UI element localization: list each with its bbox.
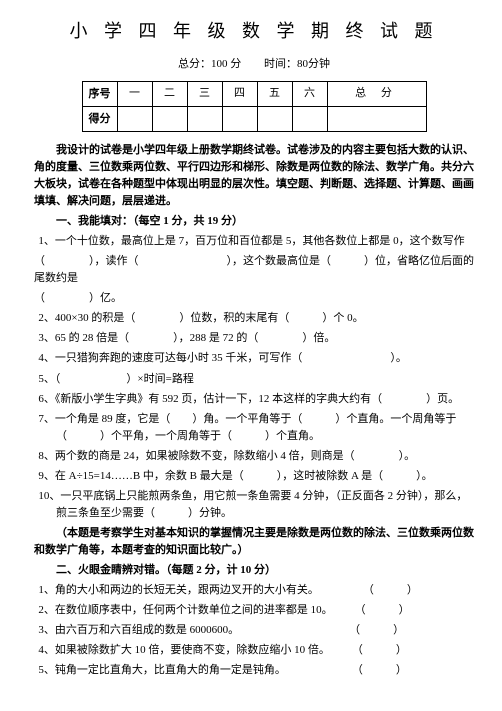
section-1-heading: 一、我能填对：（每空 1 分，共 19 分） — [34, 213, 474, 230]
question-8: 8、两个数的商是 24，如果被除数不变，除数缩小 4 倍，则商是（ ）。 — [34, 448, 474, 465]
cell — [292, 106, 327, 131]
cell — [187, 106, 222, 131]
cell — [257, 106, 292, 131]
question-3: 3、65 的 28 倍是（ ），288 是 72 的（ ）倍。 — [34, 330, 474, 347]
judge-3: 3、由六百万和六百组成的数是 6000600。 （ ） — [34, 622, 474, 639]
section-2-heading: 二、火眼金睛辨对错。（每题 2 分，计 10 分） — [34, 562, 474, 579]
question-1-line2: （ ），读作（ ），这个数最高位是（ ）位，省略亿位后面的尾数约是 — [34, 253, 474, 287]
question-5: 5、（ ）×时间=路程 — [34, 371, 474, 388]
cell — [117, 106, 152, 131]
cell — [152, 106, 187, 131]
question-4: 4、一只猎狗奔跑的速度可达每小时 35 千米，可写作（ ）。 — [34, 350, 474, 367]
col-2: 二 — [152, 81, 187, 106]
question-10: 10、一只平底锅上只能煎两条鱼，用它煎一条鱼需要 4 分钟，（正反面各 2 分钟… — [34, 488, 474, 522]
cell — [222, 106, 257, 131]
cell-total — [327, 106, 426, 131]
score-table: 序号 一 二 三 四 五 六 总 分 得分 — [82, 81, 427, 132]
table-row: 得分 — [82, 106, 426, 131]
question-1-line1: 1、一个十位数，最高位上是 7，百万位和百位都是 5，其他各数位上都是 0，这个… — [34, 233, 474, 250]
judge-2: 2、在数位顺序表中，任何两个计数单位之间的进率都是 10。 （ ） — [34, 602, 474, 619]
intro-paragraph: 我设计的试卷是小学四年级上册数学期终试卷。试卷涉及的内容主要包括大数的认识、角的… — [34, 142, 474, 210]
section-1-note: （本题是考察学生对基本知识的掌握情况主要是除数是两位数的除法、三位数乘两位数和数… — [34, 525, 474, 559]
question-2: 2、400×30 的积是（ ）位数，积的末尾有（ ）个 0。 — [34, 310, 474, 327]
col-total: 总 分 — [327, 81, 426, 106]
page-title: 小 学 四 年 级 数 学 期 终 试 题 — [34, 18, 474, 46]
table-header-score: 得分 — [82, 106, 117, 131]
judge-1: 1、角的大小和两边的长短无关，跟两边叉开的大小有关。 （ ） — [34, 582, 474, 599]
judge-5: 5、钝角一定比直角大，比直角大的角一定是钝角。 （ ） — [34, 662, 474, 679]
question-6: 6、《新版小学生字典》有 592 页，估计一下，12 本这样的字典大约有（ ）页… — [34, 391, 474, 408]
judge-4: 4、如果被除数扩大 10 倍，要使商不变，除数应缩小 10 倍。 （ ） — [34, 642, 474, 659]
table-header-index: 序号 — [82, 81, 117, 106]
question-9: 9、在 A÷15=14……B 中，余数 B 最大是（ ），这时被除数 A 是（ … — [34, 468, 474, 485]
question-7: 7、一个角是 89 度，它是（ ）角。一个平角等于（ ）个直角。一个周角等于（ … — [34, 411, 474, 445]
col-6: 六 — [292, 81, 327, 106]
exam-meta: 总分：100 分 时间：80分钟 — [34, 56, 474, 73]
time-label: 时间：80分钟 — [264, 58, 330, 70]
col-5: 五 — [257, 81, 292, 106]
question-1-line3: （ ）亿。 — [34, 290, 474, 307]
table-row: 序号 一 二 三 四 五 六 总 分 — [82, 81, 426, 106]
col-4: 四 — [222, 81, 257, 106]
col-1: 一 — [117, 81, 152, 106]
total-score-label: 总分：100 分 — [178, 58, 241, 70]
col-3: 三 — [187, 81, 222, 106]
